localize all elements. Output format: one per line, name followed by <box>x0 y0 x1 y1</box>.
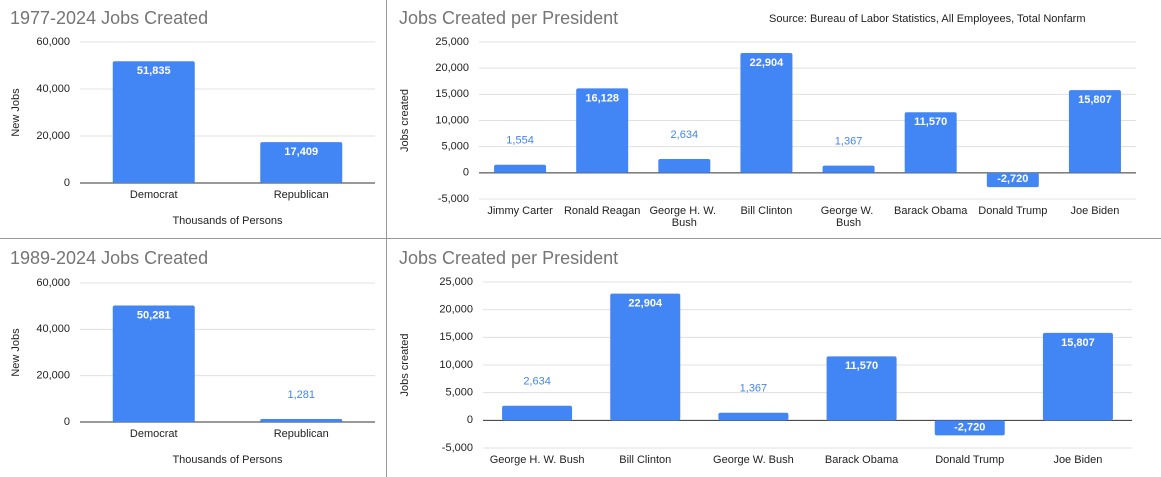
data-label: 1,281 <box>287 389 315 401</box>
y-tick-label: 5,000 <box>445 387 473 399</box>
bar <box>822 165 875 173</box>
data-label: 1,554 <box>506 135 534 147</box>
x-tick-label: Barack Obama <box>894 205 968 217</box>
data-label: -2,720 <box>997 173 1028 185</box>
bar <box>1042 332 1113 421</box>
y-tick-label: -5,000 <box>438 193 469 205</box>
y-tick-label: 15,000 <box>435 88 469 100</box>
bar <box>260 419 343 422</box>
y-tick-label: 0 <box>64 416 70 428</box>
bar <box>986 172 1039 188</box>
data-label: 22,904 <box>628 298 663 310</box>
y-tick-label: 20,000 <box>435 62 469 74</box>
x-tick-label: Jimmy Carter <box>487 205 553 217</box>
x-tick-label: Bill Clinton <box>619 454 671 466</box>
data-label: 50,281 <box>137 309 171 321</box>
y-tick-label: 0 <box>467 414 473 426</box>
bar <box>112 305 195 422</box>
x-tick-label: Barack Obama <box>825 454 899 466</box>
bar <box>576 88 629 173</box>
y-tick-label: 0 <box>463 167 469 179</box>
data-label: 2,634 <box>671 129 699 141</box>
y-tick-label: -5,000 <box>442 442 473 454</box>
bar <box>934 420 1005 436</box>
data-label: 1,367 <box>740 383 768 395</box>
x-tick-label: George H. W. Bush <box>490 454 585 466</box>
y-tick-label: 40,000 <box>36 323 70 335</box>
y-tick-label: 60,000 <box>36 36 70 48</box>
data-label: 16,128 <box>585 92 619 104</box>
x-tick-label: Republican <box>274 189 329 201</box>
data-label: 2,634 <box>523 376 551 388</box>
annotation: Source: Bureau of Labor Statistics, All … <box>769 13 1086 25</box>
y-tick-label: 25,000 <box>435 36 469 48</box>
bar <box>718 412 789 421</box>
x-tick-label: Ronald Reagan <box>564 205 640 217</box>
x-tick-label: Joe Biden <box>1053 454 1102 466</box>
bar <box>904 112 957 173</box>
x-tick-label: George W. Bush <box>821 205 877 229</box>
data-label: 22,904 <box>750 57 785 69</box>
x-tick-label: Republican <box>274 428 329 440</box>
y-tick-label: 10,000 <box>439 359 473 371</box>
bar <box>260 142 343 183</box>
y-tick-label: 60,000 <box>36 277 70 289</box>
x-tick-label: Donald Trump <box>978 205 1047 217</box>
y-tick-label: 10,000 <box>435 114 469 126</box>
x-tick-label: George H. W. Bush <box>649 205 719 229</box>
data-label: 15,807 <box>1078 94 1112 106</box>
x-tick-label: Democrat <box>130 189 178 201</box>
y-tick-label: 40,000 <box>36 83 70 95</box>
y-tick-label: 15,000 <box>439 331 473 343</box>
y-tick-label: 20,000 <box>36 130 70 142</box>
y-axis-label: Jobs created <box>399 334 411 397</box>
x-axis-label: Thousands of Persons <box>172 215 283 227</box>
y-tick-label: 20,000 <box>36 370 70 382</box>
x-axis-label: Thousands of Persons <box>172 454 283 466</box>
chart-title: Jobs Created per President <box>399 8 618 28</box>
y-axis-label: New Jobs <box>10 328 22 377</box>
bar <box>1068 90 1121 173</box>
data-label: 51,835 <box>137 65 171 77</box>
bar <box>658 159 711 173</box>
data-label: 1,367 <box>835 136 863 148</box>
bar <box>740 52 793 173</box>
bar <box>610 293 681 421</box>
bar <box>502 405 573 421</box>
chart-title: Jobs Created per President <box>399 248 618 268</box>
x-tick-label: George W. Bush <box>713 454 794 466</box>
bar <box>826 356 897 421</box>
chart-title: 1989-2024 Jobs Created <box>10 248 208 268</box>
y-tick-label: 5,000 <box>441 141 469 153</box>
data-label: 11,570 <box>914 116 947 128</box>
data-label: 15,807 <box>1061 337 1095 349</box>
data-label: 11,570 <box>845 360 878 372</box>
x-tick-label: Donald Trump <box>935 454 1004 466</box>
data-label: -2,720 <box>954 421 985 433</box>
x-tick-label: Democrat <box>130 428 178 440</box>
y-tick-label: 0 <box>64 177 70 189</box>
y-tick-label: 20,000 <box>439 304 473 316</box>
y-axis-label: Jobs created <box>399 89 411 152</box>
chart-title: 1977-2024 Jobs Created <box>10 8 208 28</box>
y-axis-label: New Jobs <box>10 88 22 137</box>
x-tick-label: Bill Clinton <box>740 205 792 217</box>
data-label: 17,409 <box>284 146 318 158</box>
bar <box>494 164 547 173</box>
y-tick-label: 25,000 <box>439 276 473 288</box>
bar <box>112 61 195 183</box>
x-tick-label: Joe Biden <box>1070 205 1119 217</box>
